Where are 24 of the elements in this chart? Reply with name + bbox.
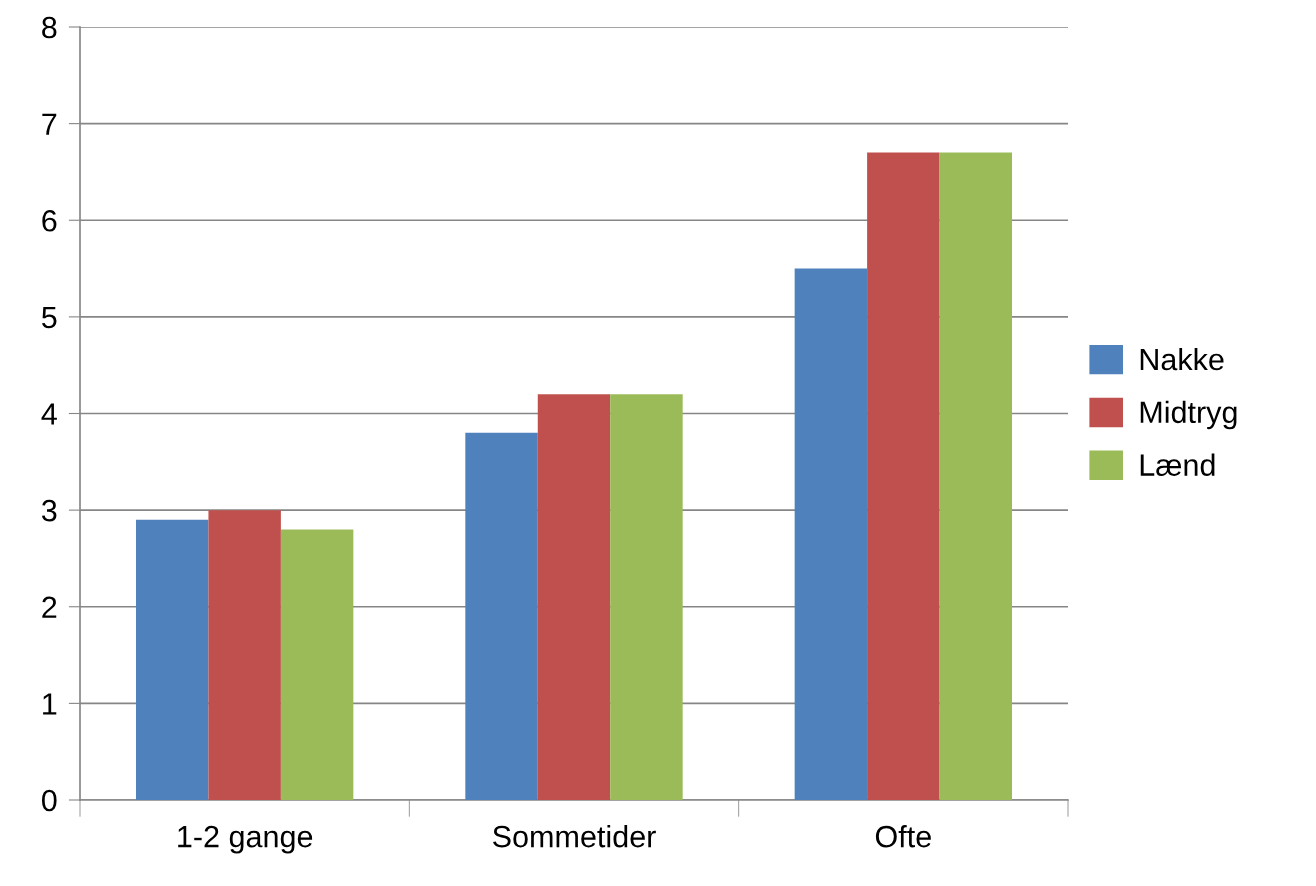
y-tick-label: 3	[41, 499, 57, 522]
legend-label: Nakke	[1140, 347, 1224, 371]
y-tick-label: 8	[42, 16, 57, 39]
bar	[135, 519, 209, 800]
bar	[537, 394, 611, 800]
y-tick-label: 7	[42, 113, 57, 135]
x-tick-label: 1-2 gange	[178, 825, 313, 854]
x-tick-label: Sommetider	[493, 825, 656, 848]
bar	[280, 529, 354, 800]
y-tick-label: 0	[41, 789, 57, 812]
x-tick-label: Ofte	[875, 825, 931, 848]
bar	[610, 394, 683, 800]
bar	[939, 152, 1013, 800]
bar	[208, 510, 281, 800]
legend-label: Lænd	[1140, 453, 1215, 476]
y-tick-label: 5	[42, 306, 57, 329]
y-tick-label: 6	[42, 209, 57, 232]
y-tick-label: 1	[43, 693, 57, 715]
legend-label: Midtryg	[1140, 400, 1237, 430]
bar	[465, 432, 538, 800]
y-tick-label: 4	[41, 403, 57, 425]
y-tick-label: 2	[42, 596, 57, 618]
bar	[867, 152, 940, 800]
bar	[794, 268, 868, 800]
